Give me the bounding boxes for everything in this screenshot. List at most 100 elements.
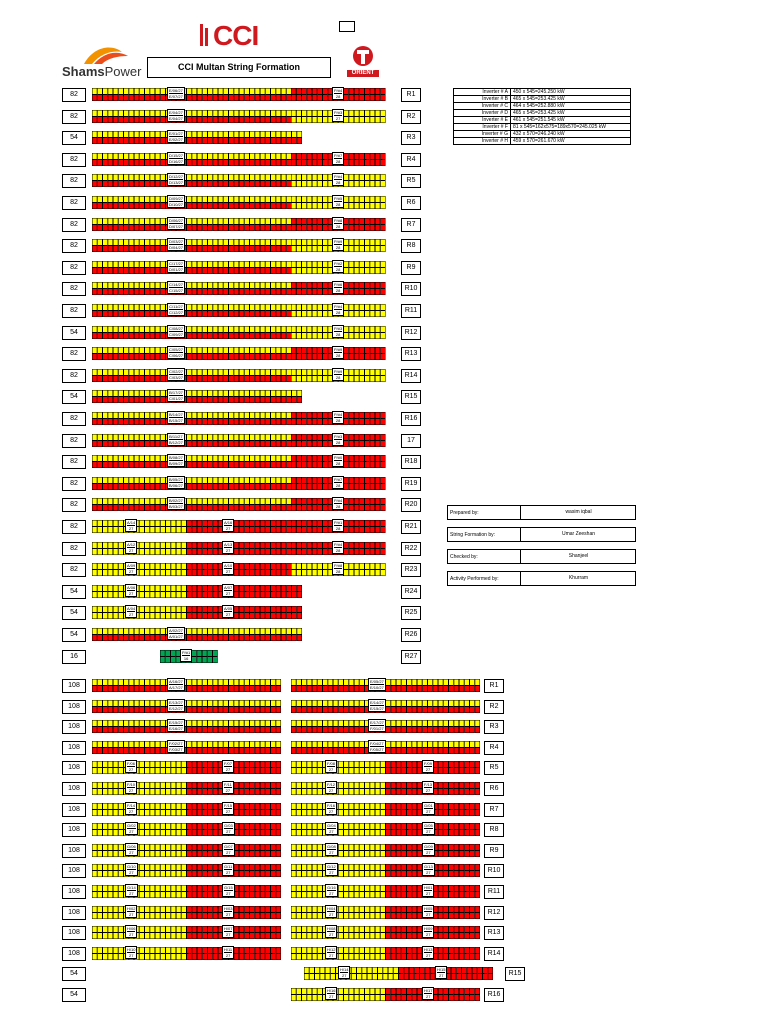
panel-cell <box>118 809 124 816</box>
panel-cell <box>359 116 365 123</box>
panel-cell <box>438 809 444 816</box>
panel-cell <box>160 912 166 919</box>
panel-cell <box>134 434 140 441</box>
panel-cell <box>139 829 145 836</box>
panel-cell <box>249 782 255 789</box>
panel-cell <box>233 153 239 160</box>
panel-cell <box>118 153 124 160</box>
panel-cell <box>244 239 250 246</box>
panel-cell <box>275 224 281 231</box>
panel-cell <box>343 679 349 686</box>
panel-cell <box>469 679 475 686</box>
panel-cell <box>275 347 281 354</box>
panel-cell <box>118 850 124 857</box>
panel-cell <box>260 612 266 619</box>
panel-cell <box>281 353 287 360</box>
panel-cell <box>312 261 318 268</box>
panel-cell <box>118 304 124 311</box>
panel-cell <box>333 747 339 754</box>
panel-cell <box>228 239 234 246</box>
panel-cell <box>459 850 465 857</box>
panel-cell <box>239 767 245 774</box>
panel-cell <box>281 477 287 484</box>
panel-cell <box>348 88 354 95</box>
panel-cell <box>265 116 271 123</box>
panel-cell <box>281 606 287 613</box>
panel-cell <box>275 891 281 898</box>
panel-cell <box>275 369 281 376</box>
string-label-line1: G/14 <box>127 885 136 891</box>
panel-cell <box>443 844 449 851</box>
panel-cell <box>212 412 218 419</box>
panel-cell <box>123 218 129 225</box>
panel-cell <box>254 591 260 598</box>
panel-cell <box>233 720 239 727</box>
inverter-capacity: 461 x 545=251.545 kW <box>510 116 631 124</box>
panel-cell <box>181 591 187 598</box>
panel-cell <box>354 823 360 830</box>
string-label-line1: C/11/27 <box>169 304 184 310</box>
panel-cell <box>128 679 134 686</box>
panel-cell <box>364 288 370 295</box>
panel-cell <box>118 741 124 748</box>
row-id-box: R14 <box>401 369 421 383</box>
panel-cell <box>265 504 271 511</box>
panel-cell <box>233 396 239 403</box>
panel-cell <box>123 267 129 274</box>
panel-cell <box>348 267 354 274</box>
panel-cell <box>170 526 176 533</box>
panel-cell <box>197 282 203 289</box>
panel-cell <box>97 116 103 123</box>
panel-cell <box>443 685 449 692</box>
string-label-mid-line2: 27 <box>225 548 231 553</box>
panel-cell <box>149 885 155 892</box>
panel-cell <box>107 196 113 203</box>
panel-cell <box>107 788 113 795</box>
string-label-right-line1: E/17/27 <box>370 720 384 726</box>
panel-cell <box>149 88 155 95</box>
panel-cell <box>359 239 365 246</box>
panel-cell <box>144 375 150 382</box>
string-label-right-line1: G/12 <box>327 864 336 870</box>
panel-cell <box>369 159 375 166</box>
panel-cell <box>296 526 302 533</box>
panel-cell <box>260 761 266 768</box>
panel-cell <box>364 809 370 816</box>
panel-cell <box>197 310 203 317</box>
panel-cell <box>359 369 365 376</box>
panel-cell <box>212 434 218 441</box>
panel-cell <box>296 591 302 598</box>
panel-cell <box>354 700 360 707</box>
panel-cell <box>202 131 208 138</box>
panel-cell <box>218 347 224 354</box>
panel-cell <box>265 418 271 425</box>
panel-cell <box>301 782 307 789</box>
string-label-right-line1: P/#4 <box>334 304 343 310</box>
panel-cell <box>176 569 182 576</box>
panel-cell <box>411 741 417 748</box>
panel-cell <box>260 498 266 505</box>
panel-cell <box>453 761 459 768</box>
panel-cell <box>186 906 192 913</box>
panel-cell <box>249 218 255 225</box>
panel-cell <box>354 850 360 857</box>
panel-cell <box>296 912 302 919</box>
panel-cell <box>343 326 349 333</box>
panel-cell <box>270 390 276 397</box>
panel-cell <box>375 375 381 382</box>
panel-cell <box>202 788 208 795</box>
panel-cell <box>212 829 218 836</box>
panel-cell <box>375 202 381 209</box>
panel-cell <box>186 823 192 830</box>
panel-cell <box>113 548 119 555</box>
panel-cell <box>322 679 328 686</box>
panel-cell <box>233 347 239 354</box>
panel-cell <box>338 906 344 913</box>
string-label-right-mid: H/01 27 <box>422 884 435 897</box>
panel-cell <box>197 396 203 403</box>
panel-cell <box>275 239 281 246</box>
panel-cell <box>233 700 239 707</box>
panel-cell <box>369 288 375 295</box>
panel-cell <box>155 412 161 419</box>
panel-cell <box>244 332 250 339</box>
